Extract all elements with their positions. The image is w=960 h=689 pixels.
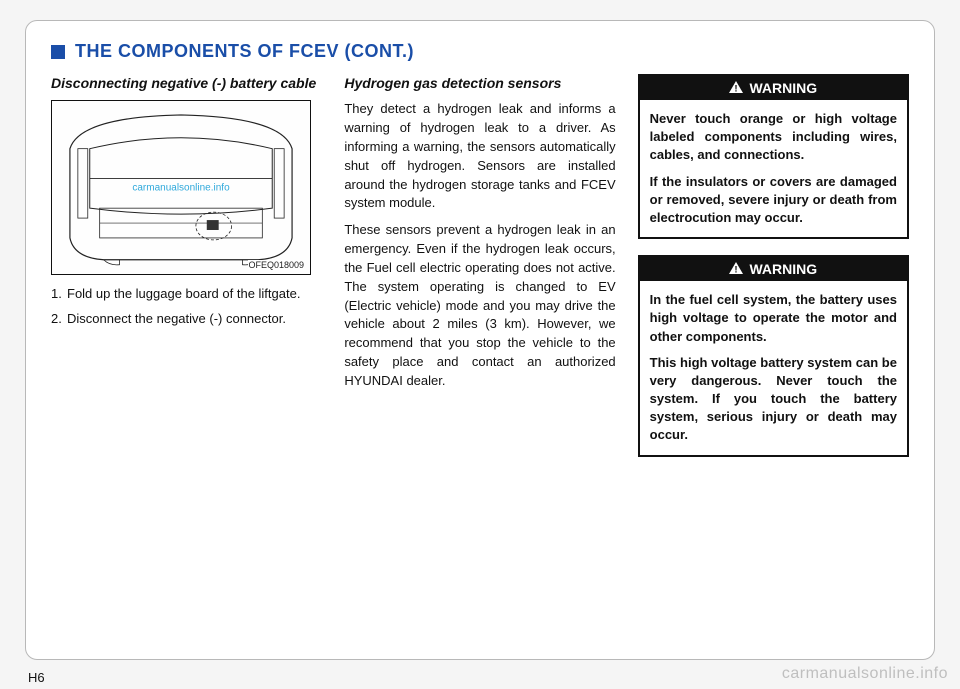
warning-text: Never touch orange or high voltage label… <box>650 110 897 165</box>
warning-icon: ! <box>729 81 743 96</box>
list-number: 2. <box>51 310 67 329</box>
columns: Disconnecting negative (-) battery cable <box>51 74 909 473</box>
col1-list: 1. Fold up the luggage board of the lift… <box>51 285 322 329</box>
warning-header: ! WARNING <box>640 257 907 281</box>
warning-body: Never touch orange or high voltage label… <box>640 100 907 237</box>
page-number: H6 <box>28 670 45 685</box>
list-number: 1. <box>51 285 67 304</box>
illustration-ref: OFEQ018009 <box>248 260 304 270</box>
list-text: Fold up the luggage board of the liftgat… <box>67 285 322 304</box>
illustration: OFEQ018009 carmanualsonline.info <box>51 100 311 275</box>
column-2: Hydrogen gas detection sensors They dete… <box>344 74 615 473</box>
svg-text:!: ! <box>735 264 738 274</box>
section-title-row: THE COMPONENTS OF FCEV (CONT.) <box>51 41 909 62</box>
content-frame: THE COMPONENTS OF FCEV (CONT.) Disconnec… <box>25 20 935 660</box>
col2-para-2: These sensors prevent a hydrogen leak in… <box>344 221 615 391</box>
vehicle-rear-illustration <box>60 109 302 267</box>
warning-text: If the insulators or covers are damaged … <box>650 173 897 228</box>
list-item: 1. Fold up the luggage board of the lift… <box>51 285 322 304</box>
warning-text: This high voltage battery sys­tem can be… <box>650 354 897 445</box>
page: THE COMPONENTS OF FCEV (CONT.) Disconnec… <box>0 0 960 689</box>
title-bullet-square <box>51 45 65 59</box>
column-3: ! WARNING Never touch orange or high vol… <box>638 74 909 473</box>
warning-icon: ! <box>729 262 743 277</box>
warning-box-1: ! WARNING Never touch orange or high vol… <box>638 74 909 239</box>
list-item: 2. Disconnect the negative (-) con­necto… <box>51 310 322 329</box>
section-title: THE COMPONENTS OF FCEV (CONT.) <box>75 41 414 62</box>
warning-header: ! WARNING <box>640 76 907 100</box>
warning-label: WARNING <box>749 261 817 277</box>
warning-body: In the fuel cell system, the bat­tery us… <box>640 281 907 455</box>
col2-para-1: They detect a hydrogen leak and informs … <box>344 100 615 213</box>
footer-watermark: carmanualsonline.info <box>782 665 948 683</box>
list-text: Disconnect the negative (-) con­nector. <box>67 310 322 329</box>
warning-label: WARNING <box>749 80 817 96</box>
column-1: Disconnecting negative (-) battery cable <box>51 74 322 473</box>
col1-heading: Disconnecting negative (-) battery cable <box>51 74 322 92</box>
svg-text:!: ! <box>735 83 738 93</box>
col2-heading: Hydrogen gas detection sensors <box>344 74 615 92</box>
warning-box-2: ! WARNING In the fuel cell system, the b… <box>638 255 909 457</box>
warning-text: In the fuel cell system, the bat­tery us… <box>650 291 897 346</box>
